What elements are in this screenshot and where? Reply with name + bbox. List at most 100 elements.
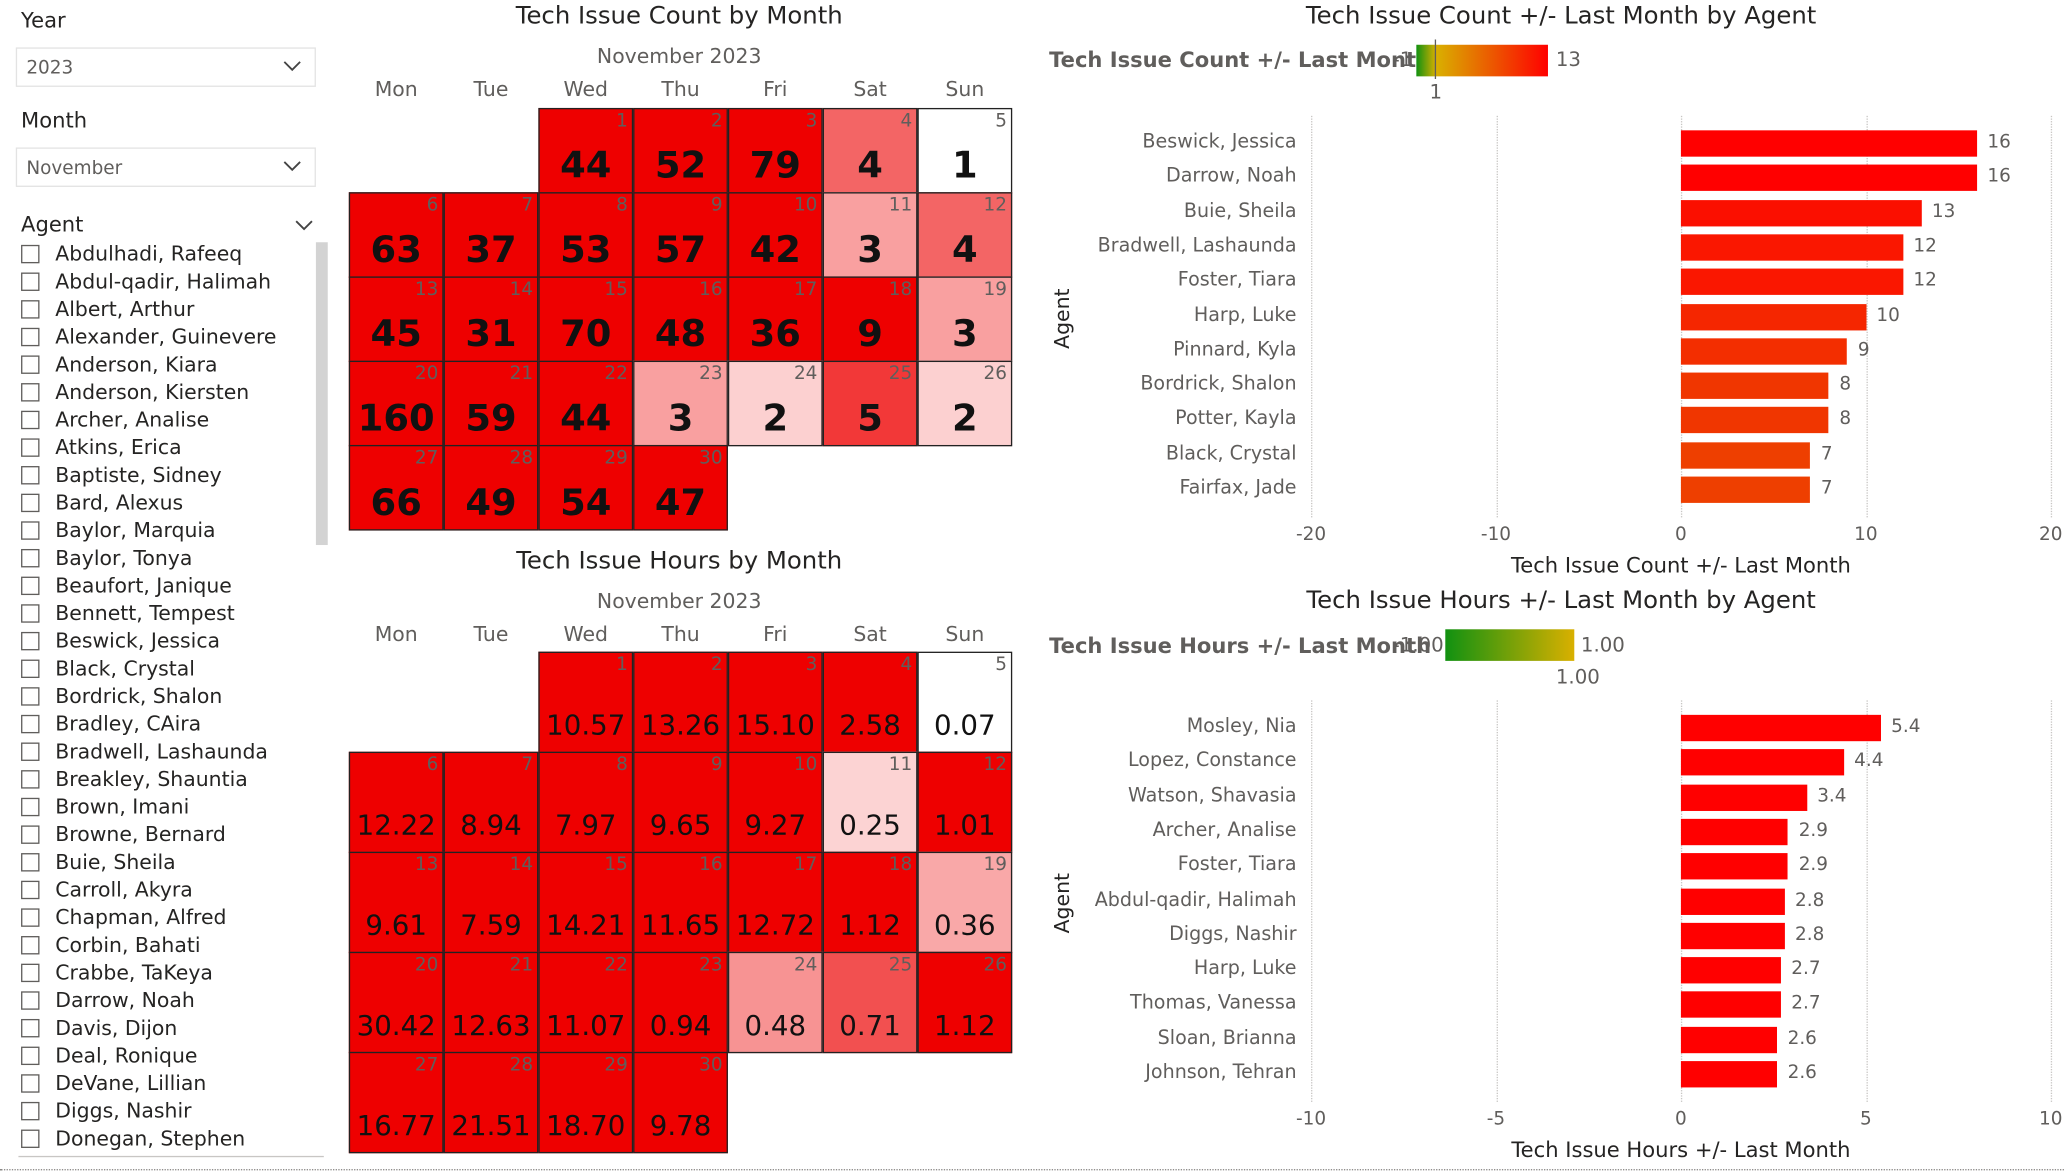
checkbox[interactable] xyxy=(21,604,40,623)
agent-list-item[interactable]: Archer, Analise xyxy=(18,408,313,436)
calendar-day-cell[interactable]: 12 4 xyxy=(917,192,1013,278)
year-dropdown[interactable]: 2023 xyxy=(15,47,316,87)
agent-list-item[interactable]: Bennett, Tempest xyxy=(18,602,313,630)
checkbox[interactable] xyxy=(21,327,40,347)
calendar-day-cell[interactable]: 3 79 xyxy=(727,107,823,194)
checkbox[interactable] xyxy=(21,466,40,485)
bar[interactable] xyxy=(1680,199,1922,226)
agent-list-item[interactable]: Buie, Sheila xyxy=(18,850,313,878)
agent-list-item[interactable]: Baptiste, Sidney xyxy=(18,463,313,491)
checkbox[interactable] xyxy=(21,936,40,955)
calendar-day-cell[interactable]: 20 160 xyxy=(348,360,444,447)
agent-list-item[interactable]: Breakley, Shauntia xyxy=(18,768,313,796)
calendar-day-cell[interactable]: 13 9.61 xyxy=(348,851,444,954)
calendar-day-cell[interactable]: 11 0.25 xyxy=(822,751,918,854)
bar[interactable] xyxy=(1680,130,1977,157)
calendar-day-cell[interactable]: 24 2 xyxy=(727,360,823,447)
calendar-day-cell[interactable]: 29 54 xyxy=(538,444,634,531)
calendar-day-cell[interactable]: 13 45 xyxy=(348,276,444,363)
agent-list-item[interactable]: Atkins, Erica xyxy=(18,436,313,464)
bar[interactable] xyxy=(1680,749,1844,776)
bar[interactable] xyxy=(1680,887,1785,915)
agent-list-item[interactable]: Anderson, Kiara xyxy=(18,353,313,381)
bar[interactable] xyxy=(1680,853,1789,880)
calendar-day-cell[interactable]: 27 66 xyxy=(348,444,444,531)
calendar-day-cell[interactable]: 14 31 xyxy=(443,276,539,363)
calendar-day-cell[interactable]: 19 3 xyxy=(917,276,1013,363)
agent-list-item[interactable]: Corbin, Bahati xyxy=(18,933,313,961)
agent-list-item[interactable]: Davis, Dijon xyxy=(18,1016,313,1044)
checkbox[interactable] xyxy=(21,770,40,789)
calendar-day-cell[interactable]: 26 2 xyxy=(917,360,1013,447)
calendar-day-cell[interactable]: 9 9.65 xyxy=(633,751,728,854)
calendar-day-cell[interactable]: 23 3 xyxy=(633,360,728,447)
calendar-day-cell[interactable]: 29 18.70 xyxy=(538,1051,634,1154)
agent-list-item[interactable]: Anderson, Kiersten xyxy=(18,380,313,408)
agent-list-item[interactable]: Crabbe, TaKeya xyxy=(18,961,313,989)
calendar-day-cell[interactable]: 5 0.07 xyxy=(917,651,1013,754)
agent-list-item[interactable]: Donegan, Stephen xyxy=(18,1127,313,1155)
calendar-day-cell[interactable]: 14 7.59 xyxy=(443,851,539,954)
agent-list-scrollbar[interactable] xyxy=(315,242,328,546)
checkbox[interactable] xyxy=(21,355,40,374)
agent-list-item[interactable]: Alexander, Guinevere xyxy=(18,325,313,353)
checkbox[interactable] xyxy=(21,1046,40,1066)
calendar-day-cell[interactable]: 12 1.01 xyxy=(917,751,1013,854)
calendar-day-cell[interactable]: 30 9.78 xyxy=(633,1051,728,1154)
agent-list-item[interactable]: Bard, Alexus xyxy=(18,491,313,519)
calendar-day-cell[interactable]: 15 70 xyxy=(538,276,634,363)
bar[interactable] xyxy=(1680,957,1781,984)
calendar-day-cell[interactable]: 2 52 xyxy=(633,107,728,194)
checkbox[interactable] xyxy=(21,797,40,817)
checkbox[interactable] xyxy=(21,908,40,927)
agent-list-item[interactable]: Diggs, Nashir xyxy=(18,1099,313,1127)
calendar-day-cell[interactable]: 16 11.65 xyxy=(633,851,728,954)
month-dropdown[interactable]: November xyxy=(15,147,316,187)
checkbox[interactable] xyxy=(21,300,40,319)
calendar-day-cell[interactable]: 18 9 xyxy=(822,276,918,363)
calendar-day-cell[interactable]: 30 47 xyxy=(633,444,728,531)
calendar-day-cell[interactable]: 28 49 xyxy=(443,444,539,531)
agent-list-item[interactable]: Baylor, Tonya xyxy=(18,546,313,574)
calendar-day-cell[interactable]: 4 2.58 xyxy=(822,651,918,754)
checkbox[interactable] xyxy=(21,1129,40,1148)
calendar-day-cell[interactable]: 26 1.12 xyxy=(917,951,1013,1054)
calendar-day-cell[interactable]: 2 13.26 xyxy=(633,651,728,754)
bar[interactable] xyxy=(1680,338,1848,365)
agent-list-item[interactable]: Carroll, Akyra xyxy=(18,878,313,906)
agent-list-item[interactable]: Bradley, CAira xyxy=(18,712,313,740)
agent-list-item[interactable]: Abdul-qadir, Halimah xyxy=(18,270,313,298)
bar[interactable] xyxy=(1680,1061,1778,1088)
checkbox[interactable] xyxy=(21,410,40,430)
checkbox[interactable] xyxy=(21,991,40,1010)
checkbox[interactable] xyxy=(21,853,40,872)
checkbox[interactable] xyxy=(21,521,40,540)
calendar-day-cell[interactable]: 21 12.63 xyxy=(443,951,539,1054)
calendar-day-cell[interactable]: 28 21.51 xyxy=(443,1051,539,1154)
bar[interactable] xyxy=(1680,407,1829,434)
calendar-day-cell[interactable]: 9 57 xyxy=(633,192,728,278)
calendar-day-cell[interactable]: 1 44 xyxy=(538,107,634,194)
agent-list-item[interactable]: Albert, Arthur xyxy=(18,298,313,326)
bar[interactable] xyxy=(1680,268,1903,296)
calendar-day-cell[interactable]: 20 30.42 xyxy=(348,951,444,1054)
checkbox[interactable] xyxy=(21,1101,40,1121)
bar[interactable] xyxy=(1680,164,1977,192)
calendar-day-cell[interactable]: 6 63 xyxy=(348,192,444,278)
calendar-day-cell[interactable]: 22 11.07 xyxy=(538,951,634,1054)
calendar-day-cell[interactable]: 3 15.10 xyxy=(727,651,823,754)
agent-list-item[interactable]: Darrow, Noah xyxy=(18,989,313,1017)
bar[interactable] xyxy=(1680,441,1811,469)
bar[interactable] xyxy=(1680,991,1781,1019)
checkbox[interactable] xyxy=(21,438,40,457)
bar[interactable] xyxy=(1680,818,1789,846)
agent-collapse-chevron-icon[interactable] xyxy=(295,216,313,234)
agent-list-item[interactable]: Chapman, Alfred xyxy=(18,906,313,934)
bar[interactable] xyxy=(1680,234,1903,261)
checkbox[interactable] xyxy=(21,272,40,291)
agent-list-item[interactable]: DeVane, Lillian xyxy=(18,1072,313,1100)
agent-list-item[interactable]: Abdulhadi, Rafeeq xyxy=(18,242,313,270)
calendar-day-cell[interactable]: 10 42 xyxy=(727,192,823,278)
checkbox[interactable] xyxy=(21,631,40,651)
checkbox[interactable] xyxy=(21,825,40,844)
